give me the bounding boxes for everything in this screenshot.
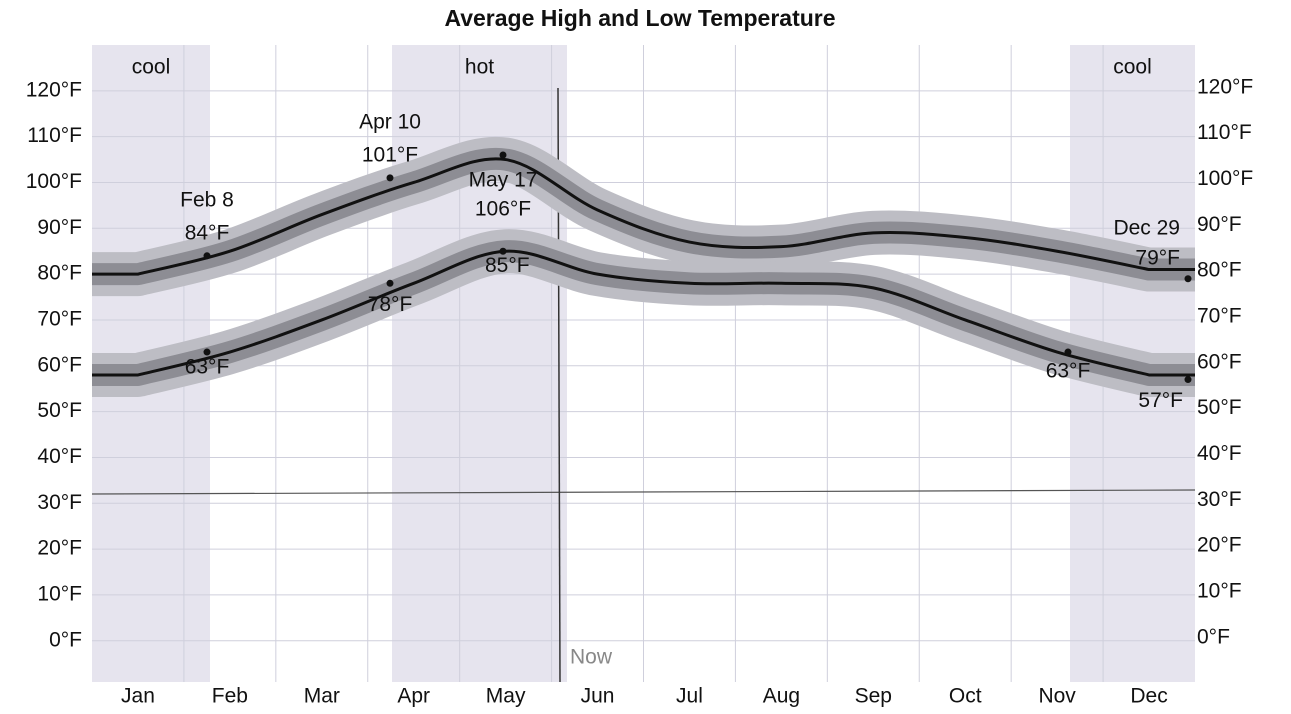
annotation-point bbox=[386, 279, 394, 287]
annotation-label: 79°F bbox=[1135, 246, 1180, 269]
y2-tick-label: 0°F bbox=[1197, 625, 1230, 648]
y2-tick-label: 120°F bbox=[1197, 75, 1253, 98]
annotation-point bbox=[499, 247, 507, 255]
y-tick-label: 90°F bbox=[37, 216, 82, 239]
y2-tick-label: 40°F bbox=[1197, 442, 1242, 465]
annotation-point bbox=[1184, 376, 1192, 384]
y-tick-label: 120°F bbox=[26, 78, 82, 101]
series-line bbox=[92, 249, 1195, 377]
x-tick-label: Dec bbox=[1130, 685, 1167, 708]
annotation-point bbox=[203, 252, 211, 260]
annotation-label: 78°F bbox=[368, 293, 413, 316]
annotation-label: 63°F bbox=[1046, 360, 1091, 383]
y-tick-label: 50°F bbox=[37, 399, 82, 422]
season-label: hot bbox=[465, 56, 494, 79]
y2-tick-label: 70°F bbox=[1197, 305, 1242, 328]
y2-tick-label: 90°F bbox=[1197, 213, 1242, 236]
annotation-label: Dec 29 bbox=[1113, 216, 1180, 239]
x-tick-label: Aug bbox=[763, 685, 800, 708]
y2-tick-label: 100°F bbox=[1197, 167, 1253, 190]
y-tick-label: 40°F bbox=[37, 445, 82, 468]
y2-tick-label: 80°F bbox=[1197, 259, 1242, 282]
x-tick-label: Mar bbox=[304, 685, 340, 708]
y2-tick-label: 20°F bbox=[1197, 534, 1242, 557]
season-label: cool bbox=[1113, 56, 1152, 79]
annotation-point bbox=[1064, 348, 1072, 356]
annotation-label: 106°F bbox=[475, 198, 531, 221]
now-label: Now bbox=[570, 646, 613, 669]
x-tick-label: May bbox=[486, 685, 526, 708]
annotation-point bbox=[1184, 275, 1192, 283]
y-tick-label: 60°F bbox=[37, 353, 82, 376]
y-tick-label: 30°F bbox=[37, 491, 82, 514]
x-tick-label: Jul bbox=[676, 685, 703, 708]
y-tick-label: 0°F bbox=[49, 628, 82, 651]
y2-tick-label: 30°F bbox=[1197, 488, 1242, 511]
annotation-label: Feb 8 bbox=[180, 188, 234, 211]
y2-tick-label: 10°F bbox=[1197, 579, 1242, 602]
annotation-label: 101°F bbox=[362, 143, 418, 166]
x-tick-label: Apr bbox=[397, 685, 430, 708]
x-tick-label: Nov bbox=[1038, 685, 1076, 708]
x-tick-label: Jan bbox=[121, 685, 155, 708]
y-tick-label: 70°F bbox=[37, 308, 82, 331]
freezing-line bbox=[91, 489, 1196, 495]
x-tick-label: Oct bbox=[949, 685, 982, 708]
annotation-label: Apr 10 bbox=[359, 110, 421, 133]
y-tick-label: 80°F bbox=[37, 262, 82, 285]
annotation-label: 57°F bbox=[1138, 389, 1183, 412]
season-label: cool bbox=[132, 56, 171, 79]
series-line bbox=[92, 157, 1195, 276]
annotation-point bbox=[203, 348, 211, 356]
y-tick-label: 100°F bbox=[26, 170, 82, 193]
annotation-label: 84°F bbox=[185, 221, 230, 244]
y2-tick-label: 60°F bbox=[1197, 350, 1242, 373]
annotation-point bbox=[499, 151, 507, 159]
annotation-label: 63°F bbox=[185, 356, 230, 379]
y2-tick-label: 50°F bbox=[1197, 396, 1242, 419]
x-tick-label: Feb bbox=[212, 685, 248, 708]
y2-tick-label: 110°F bbox=[1197, 121, 1252, 144]
annotation-point bbox=[386, 174, 394, 182]
x-tick-label: Sep bbox=[855, 685, 892, 708]
annotation-label: May 17 bbox=[469, 169, 538, 192]
chart-title: Average High and Low Temperature bbox=[444, 5, 835, 31]
y-tick-label: 110°F bbox=[27, 124, 82, 147]
y-tick-label: 10°F bbox=[37, 582, 82, 605]
annotation-label: 85°F bbox=[485, 254, 530, 277]
y-tick-label: 20°F bbox=[37, 537, 82, 560]
x-tick-label: Jun bbox=[581, 685, 615, 708]
